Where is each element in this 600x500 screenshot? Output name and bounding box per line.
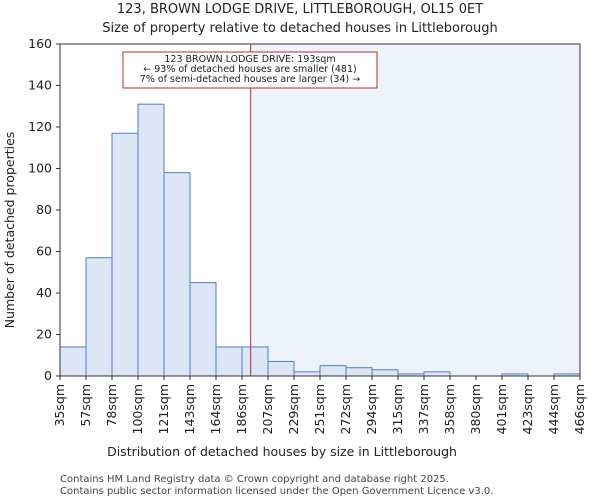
- y-tick-label: 120: [28, 119, 52, 134]
- x-tick-label: 401sqm: [494, 384, 509, 434]
- x-tick-label: 444sqm: [546, 384, 561, 434]
- x-tick-label: 57sqm: [78, 384, 93, 427]
- y-axis-label: Number of detached properties: [2, 132, 17, 329]
- y-tick-label: 160: [28, 36, 52, 51]
- y-tick-label: 20: [36, 327, 52, 342]
- x-tick-label: 78sqm: [104, 384, 119, 427]
- bar-100sqm: [137, 103, 165, 377]
- bar-229sqm: [293, 371, 321, 377]
- x-tick-label: 337sqm: [416, 384, 431, 434]
- y-tick-label: 60: [36, 244, 52, 259]
- bar-251sqm: [319, 365, 347, 377]
- y-tick-label: 80: [36, 202, 52, 217]
- x-tick-label: 251sqm: [312, 384, 327, 434]
- x-tick-label: 143sqm: [182, 384, 197, 434]
- larger-region-highlight: [250, 44, 580, 376]
- x-tick-label: 100sqm: [130, 384, 145, 434]
- bar-78sqm: [111, 132, 139, 377]
- bars-group: [59, 103, 581, 377]
- x-tick-label: 164sqm: [208, 384, 223, 434]
- bar-35sqm: [59, 346, 87, 377]
- x-tick-label: 294sqm: [364, 384, 379, 434]
- x-tick-label: 358sqm: [442, 384, 457, 434]
- x-tick-label: 380sqm: [468, 384, 483, 434]
- chart-title-line1: 123, BROWN LODGE DRIVE, LITTLEBOROUGH, O…: [117, 2, 483, 17]
- bar-186sqm: [241, 346, 269, 377]
- annotation-line2: ← 93% of detached houses are smaller (48…: [143, 64, 356, 75]
- bar-164sqm: [215, 346, 243, 377]
- bar-143sqm: [189, 282, 217, 377]
- x-tick-label: 423sqm: [520, 384, 535, 434]
- y-tick-label: 140: [28, 78, 52, 93]
- x-axis: 35sqm 57sqm 78sqm 100sqm 121sqm 143sqm 164sqm 1…: [52, 376, 587, 434]
- bar-337sqm: [423, 371, 451, 377]
- y-tick-label: 40: [36, 285, 52, 300]
- x-tick-label: 121sqm: [156, 384, 171, 434]
- annotation-box: 123 BROWN LODGE DRIVE: 193sqm ← 93% of d…: [122, 51, 378, 89]
- annotation-line1: 123 BROWN LODGE DRIVE: 193sqm: [164, 54, 335, 65]
- chart-title-line2: Size of property relative to detached ho…: [102, 21, 497, 36]
- x-tick-label: 35sqm: [52, 384, 67, 427]
- bar-207sqm: [267, 360, 295, 377]
- annotation-frame: [122, 51, 378, 89]
- x-tick-label: 229sqm: [286, 384, 301, 434]
- x-tick-label: 207sqm: [260, 384, 275, 434]
- x-tick-label: 272sqm: [338, 384, 353, 434]
- y-tick-label: 100: [28, 161, 52, 176]
- y-tick-label: 0: [44, 368, 52, 383]
- x-axis-label: Distribution of detached houses by size …: [107, 444, 457, 459]
- bar-272sqm: [345, 367, 373, 377]
- annotation-line3: 7% of semi-detached houses are larger (3…: [140, 74, 360, 85]
- x-tick-label: 315sqm: [390, 384, 405, 434]
- bar-57sqm: [85, 257, 113, 377]
- y-axis: 0 20 40 60 80 100 120 140 160: [28, 36, 60, 383]
- footer-line1: Contains HM Land Registry data © Crown c…: [60, 474, 449, 485]
- bar-121sqm: [163, 172, 191, 377]
- x-tick-label: 186sqm: [234, 384, 249, 434]
- x-tick-label: 466sqm: [572, 384, 587, 434]
- footer-line2: Contains public sector information licen…: [60, 486, 493, 497]
- bar-294sqm: [371, 369, 399, 377]
